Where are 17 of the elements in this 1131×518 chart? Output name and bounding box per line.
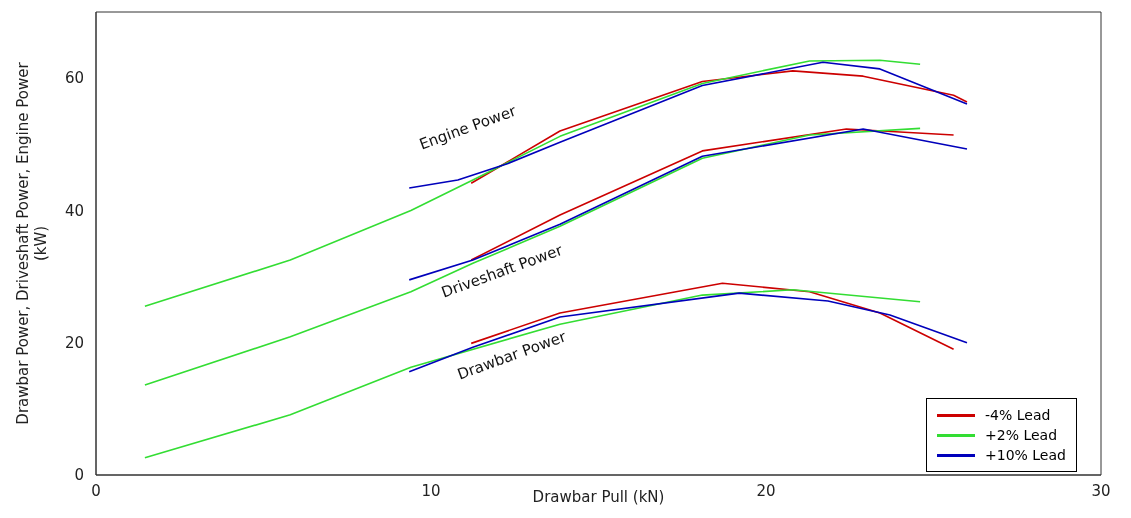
line-series	[144, 59, 921, 308]
legend-label: +2% Lead	[985, 427, 1058, 443]
y-tick-label: 20	[64, 334, 84, 353]
x-tick-label: 30	[1091, 481, 1111, 500]
y-tick-label: 60	[64, 69, 84, 88]
annotation: Engine Power	[416, 101, 519, 154]
line-series	[408, 61, 968, 189]
legend-label: +10% Lead	[985, 447, 1066, 463]
y-axis-title: Drawbar Power, Driveshaft Power, Engine Power (kW)	[14, 61, 50, 425]
x-axis-title: Drawbar Pull (kN)	[532, 488, 665, 506]
y-tick-label: 0	[74, 466, 84, 485]
x-tick-label: 20	[756, 481, 776, 500]
x-tick-label: 10	[421, 481, 441, 500]
y-tick-label: 40	[64, 201, 84, 220]
legend-label: -4% Lead	[985, 407, 1051, 423]
line-series	[470, 70, 968, 185]
x-tick-label: 0	[91, 481, 101, 500]
